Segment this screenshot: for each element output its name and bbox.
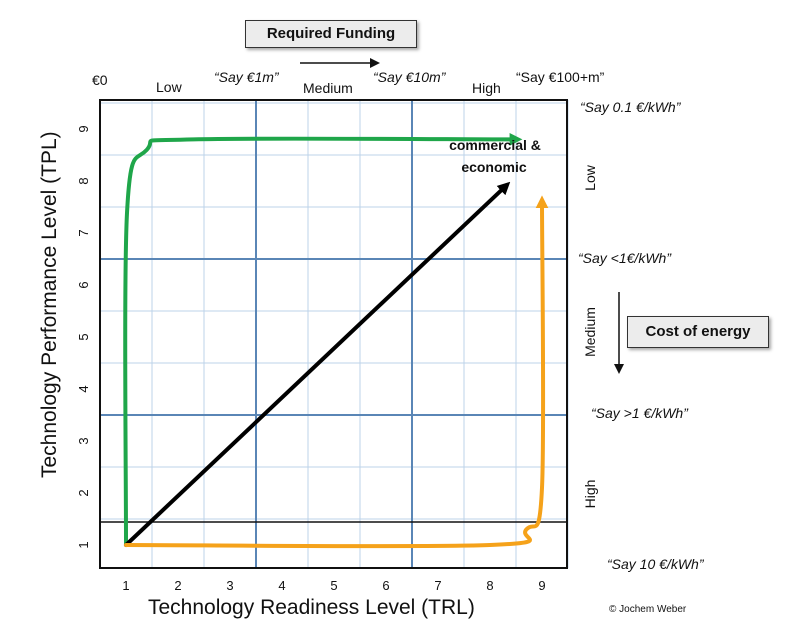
y-tick-label: 8 [76,177,91,184]
funding-medium: Medium [303,80,353,96]
y-tick-label: 9 [76,125,91,132]
funding-low: Low [156,79,182,95]
y-tick-label: 4 [76,385,91,392]
y-tick-label: 3 [76,437,91,444]
x-axis-title: Technology Readiness Level (TRL) [148,596,475,619]
energy-say-10: “Say 10 €/kWh” [607,556,704,572]
energy-say-gt-1: “Say >1 €/kWh” [591,405,688,421]
annotation: commercial & economic [449,137,541,175]
x-tick-label: 2 [174,578,181,593]
x-tick-label: 3 [226,578,233,593]
y-tick-label: 7 [76,229,91,236]
x-tick-label: 4 [278,578,285,593]
funding-say-1m: “Say €1m” [214,69,279,85]
y-tick-label: 5 [76,333,91,340]
annotation-line-1: commercial & [449,137,541,153]
y-tick-label: 6 [76,281,91,288]
cost-of-energy-label: Cost of energy [645,323,751,340]
y-tick-label: 2 [76,489,91,496]
x-tick-label: 5 [330,578,337,593]
funding-say-10m: “Say €10m” [373,69,446,85]
required-funding-label: Required Funding [266,25,396,42]
diagonal-arrow [124,181,511,547]
y-tick-label: 1 [76,541,91,548]
x-tick-label: 1 [122,578,129,593]
funding-say-100m: “Say €100+m” [516,69,605,85]
x-tick-label: 7 [434,578,441,593]
orange-curve [124,195,549,549]
grid [100,100,569,568]
funding-zero: €0 [92,72,108,88]
energy-cost-arrow [614,292,624,374]
x-tick-label: 9 [538,578,545,593]
y-tick-labels: 1 2 3 4 5 6 7 8 9 [76,125,91,548]
energy-say-lt-1: “Say <1€/kWh” [578,250,671,266]
bottom-band [99,521,568,569]
x-tick-label: 6 [382,578,389,593]
annotation-line-2: economic [461,159,527,175]
x-tick-label: 8 [486,578,493,593]
green-curve [123,132,523,547]
funding-high: High [472,80,501,96]
energy-say-0-1: “Say 0.1 €/kWh” [580,99,681,115]
series-lines [123,132,549,549]
funding-arrow [300,58,380,68]
required-funding-box: Required Funding [245,20,417,48]
credit: © Jochem Weber [609,604,687,615]
cost-of-energy-box: Cost of energy [627,316,769,348]
plot-frame [99,99,568,569]
x-tick-labels: 1 2 3 4 5 6 7 8 9 [122,578,545,593]
